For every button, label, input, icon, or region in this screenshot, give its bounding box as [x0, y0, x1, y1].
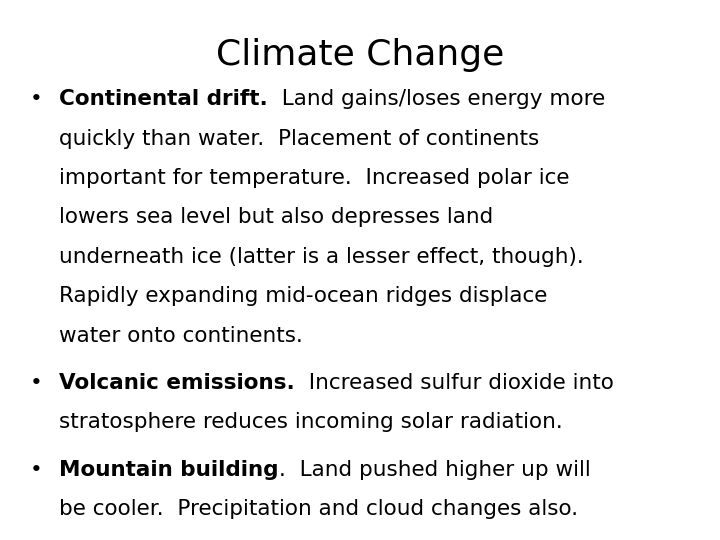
Text: Mountain building: Mountain building [59, 460, 279, 480]
Text: stratosphere reduces incoming solar radiation.: stratosphere reduces incoming solar radi… [59, 413, 563, 433]
Text: Climate Change: Climate Change [216, 38, 504, 72]
Text: important for temperature.  Increased polar ice: important for temperature. Increased pol… [59, 168, 570, 188]
Text: be cooler.  Precipitation and cloud changes also.: be cooler. Precipitation and cloud chang… [59, 499, 578, 519]
Text: •: • [30, 373, 43, 393]
Text: Continental drift.: Continental drift. [59, 89, 268, 109]
Text: •: • [30, 460, 43, 480]
Text: underneath ice (latter is a lesser effect, though).: underneath ice (latter is a lesser effec… [59, 247, 584, 267]
Text: Increased sulfur dioxide into: Increased sulfur dioxide into [294, 373, 613, 393]
Text: quickly than water.  Placement of continents: quickly than water. Placement of contine… [59, 129, 539, 148]
Text: water onto continents.: water onto continents. [59, 326, 303, 346]
Text: •: • [30, 89, 43, 109]
Text: Rapidly expanding mid-ocean ridges displace: Rapidly expanding mid-ocean ridges displ… [59, 286, 547, 306]
Text: Volcanic emissions.: Volcanic emissions. [59, 373, 294, 393]
Text: Land gains/loses energy more: Land gains/loses energy more [268, 89, 605, 109]
Text: lowers sea level but also depresses land: lowers sea level but also depresses land [59, 207, 493, 227]
Text: .  Land pushed higher up will: . Land pushed higher up will [279, 460, 590, 480]
